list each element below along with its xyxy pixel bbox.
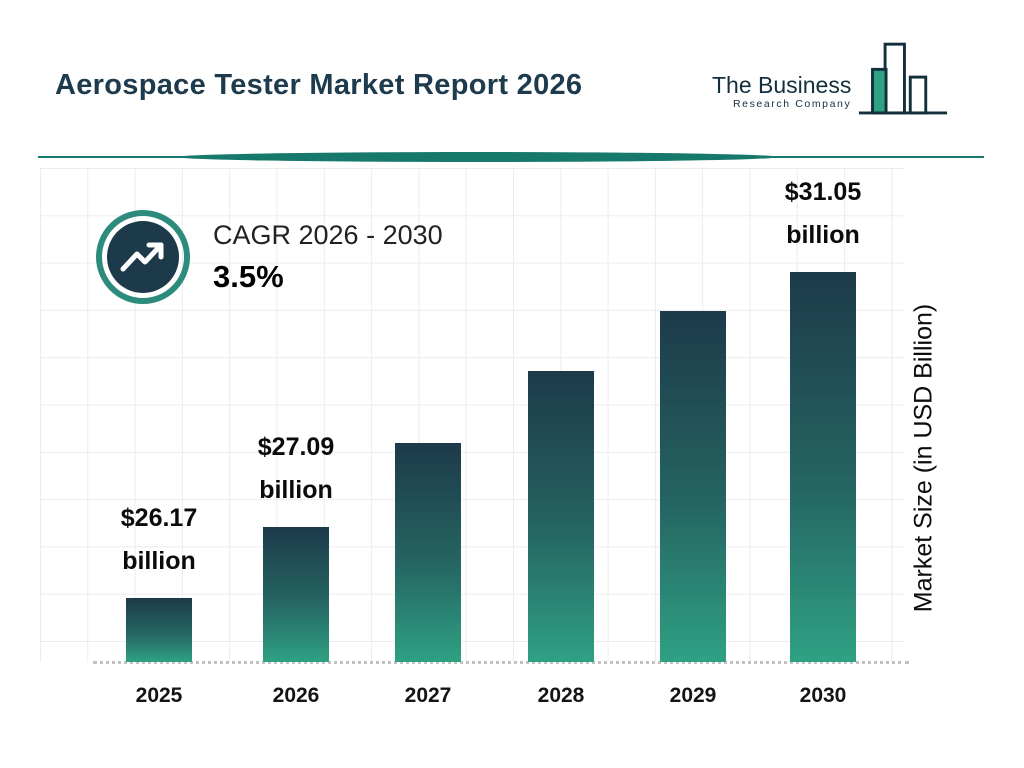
bar-2029 <box>660 311 726 662</box>
cagr-value: 3.5% <box>213 258 284 294</box>
company-logo: The Business Research Company <box>712 40 949 120</box>
bar-chart: $26.17 billion 2025 $27.09 billion 2026 2027 20… <box>93 168 909 707</box>
page-title: Aerospace Tester Market Report 2026 <box>55 69 583 102</box>
trend-up-icon <box>96 210 190 304</box>
x-axis-label-2028: 2028 <box>537 684 585 707</box>
x-axis-label-2026: 2026 <box>272 684 320 707</box>
logo-name: The Business <box>712 71 852 98</box>
bar-2025 <box>126 598 192 662</box>
x-axis-label-2029: 2029 <box>669 684 717 707</box>
cagr-block: CAGR 2026 - 2030 3.5% <box>95 209 443 305</box>
bar-value-label-2025: $26.17 billion <box>120 503 198 576</box>
y-axis-title: Market Size (in USD Billion) <box>909 303 938 613</box>
cagr-text: CAGR 2026 - 2030 3.5% <box>213 220 443 295</box>
bar-2030 <box>790 272 856 662</box>
logo-text: The Business Research Company <box>712 71 852 120</box>
bar-value-label-2026: $27.09 billion <box>257 432 335 505</box>
x-axis-label-2025: 2025 <box>135 684 183 707</box>
bar-value-label-2030: $31.05 billion <box>784 177 862 250</box>
bar-2026 <box>263 527 329 662</box>
bar-2028 <box>528 371 594 662</box>
x-axis-label-2027: 2027 <box>404 684 452 707</box>
logo-subname: Research Company <box>732 98 852 110</box>
x-axis-baseline <box>93 661 909 664</box>
x-axis-label-2030: 2030 <box>799 684 847 707</box>
bar-2027 <box>395 443 461 662</box>
logo-bars-icon <box>859 42 948 115</box>
header-divider <box>38 152 984 162</box>
cagr-label: CAGR 2026 - 2030 <box>213 219 443 250</box>
